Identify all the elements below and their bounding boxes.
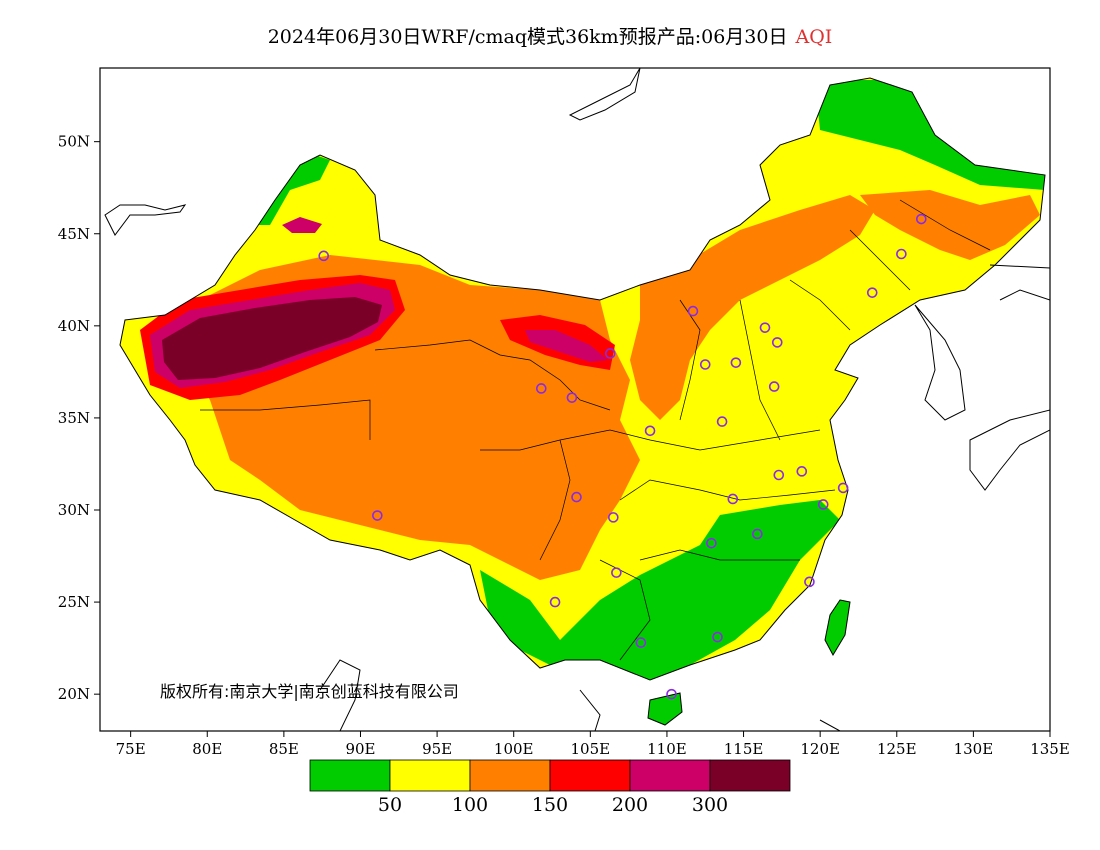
city-station-marker (817, 499, 829, 510)
map-frame (99, 67, 1051, 732)
longitude-tick-label: 135E (1030, 740, 1070, 758)
city-station-marker (768, 381, 780, 392)
city-station-marker (644, 425, 656, 437)
legend-color-swatch (549, 759, 631, 792)
latitude-tick-label: 20N (58, 685, 90, 703)
title-main: 2024年06月30日WRF/cmaq模式36km预报产品:06月30日 (267, 26, 788, 48)
city-station-marker (837, 482, 849, 494)
latitude-axis: 50N 45N 40N 35N 30N 25N 20N (58, 133, 100, 703)
city-station-layer (318, 213, 927, 700)
city-station-marker (604, 348, 616, 359)
latitude-tick-label: 35N (58, 409, 90, 427)
map-plot-area (104, 68, 1050, 731)
sakhalin-outline (568, 68, 641, 121)
city-station-marker (727, 493, 739, 505)
city-station-marker (608, 512, 619, 523)
city-station-marker (699, 359, 711, 370)
legend-color-swatch (709, 759, 791, 792)
city-station-marker (611, 567, 622, 578)
latitude-tick-label: 45N (58, 225, 90, 243)
city-station-marker (915, 213, 927, 225)
city-station-marker (549, 596, 561, 608)
aqi-region-hazardous-taklimakan (162, 297, 382, 380)
latitude-tick-label: 25N (58, 593, 90, 611)
aqi-region-very-unhealthy-alxa (525, 330, 608, 362)
longitude-tick-label: 125E (877, 740, 917, 758)
aqi-region-usg-north-china (630, 195, 875, 420)
longitude-tick-label: 120E (800, 740, 840, 758)
city-station-marker (372, 510, 383, 521)
title-variable: AQI (795, 26, 833, 48)
longitude-tick-label: 75E (116, 740, 146, 758)
russia-far-east-outline (989, 264, 1050, 301)
city-station-marker (773, 469, 785, 481)
hainan-outline (647, 692, 683, 726)
latitude-tick-label: 40N (58, 317, 90, 335)
city-station-marker (687, 305, 699, 317)
city-station-marker (535, 383, 547, 394)
legend-threshold-label: 300 (692, 794, 728, 816)
longitude-tick-label: 105E (571, 740, 611, 758)
longitude-tick-label: 90E (345, 740, 375, 758)
city-station-marker (759, 322, 771, 333)
city-station-marker (796, 466, 808, 477)
longitude-tick-label: 110E (647, 740, 687, 758)
copyright-text: 版权所有:南京大学|南京创蓝科技有限公司 (160, 682, 459, 701)
city-station-marker (706, 537, 717, 549)
city-station-marker (318, 250, 330, 262)
city-station-marker (635, 637, 647, 648)
legend-threshold-label: 50 (378, 794, 402, 816)
aqi-color-legend: 50 100 150 200 300 (309, 759, 791, 816)
city-station-marker (771, 337, 783, 348)
longitude-tick-label: 130E (954, 740, 994, 758)
city-station-marker (804, 576, 815, 588)
kazakhstan-outline (104, 204, 187, 236)
longitude-tick-label: 85E (269, 740, 299, 758)
legend-threshold-label: 150 (532, 794, 568, 816)
taiwan-outline (824, 599, 851, 657)
aqi-region-very-unhealthy-dzungaria (282, 217, 322, 233)
city-station-marker (752, 528, 763, 540)
city-station-marker (712, 631, 723, 643)
legend-threshold-label: 200 (612, 794, 648, 816)
aqi-region-good-south (480, 500, 840, 680)
southeast-asia-outline (319, 659, 841, 731)
aqi-fill-layer (120, 78, 1045, 680)
longitude-tick-label: 115E (724, 740, 764, 758)
city-station-marker (571, 491, 582, 503)
latitude-tick-label: 30N (58, 501, 90, 519)
legend-threshold-label: 100 (452, 794, 488, 816)
city-station-marker (730, 357, 742, 368)
city-station-marker (896, 248, 907, 260)
japan-outline (969, 409, 1050, 491)
longitude-axis: 75E 80E 85E 90E 95E 100E 105E 110E 115E 120E 125E 1… (116, 731, 1070, 758)
legend-color-swatch (469, 759, 551, 792)
map-title: 2024年06月30日WRF/cmaq模式36km预报产品:06月30日 AQI (0, 22, 1100, 49)
legend-color-swatch (309, 759, 391, 792)
latitude-tick-label: 50N (58, 133, 90, 151)
city-station-marker (716, 416, 728, 427)
city-station-marker (666, 688, 677, 700)
city-station-marker (866, 287, 878, 298)
legend-color-swatch (629, 759, 711, 792)
longitude-tick-label: 80E (192, 740, 222, 758)
legend-color-swatch (389, 759, 471, 792)
longitude-tick-label: 95E (422, 740, 452, 758)
korea-outline (914, 304, 966, 421)
aqi-region-usg-northeast (860, 190, 1040, 260)
longitude-tick-label: 100E (494, 740, 534, 758)
city-station-marker (566, 392, 578, 403)
